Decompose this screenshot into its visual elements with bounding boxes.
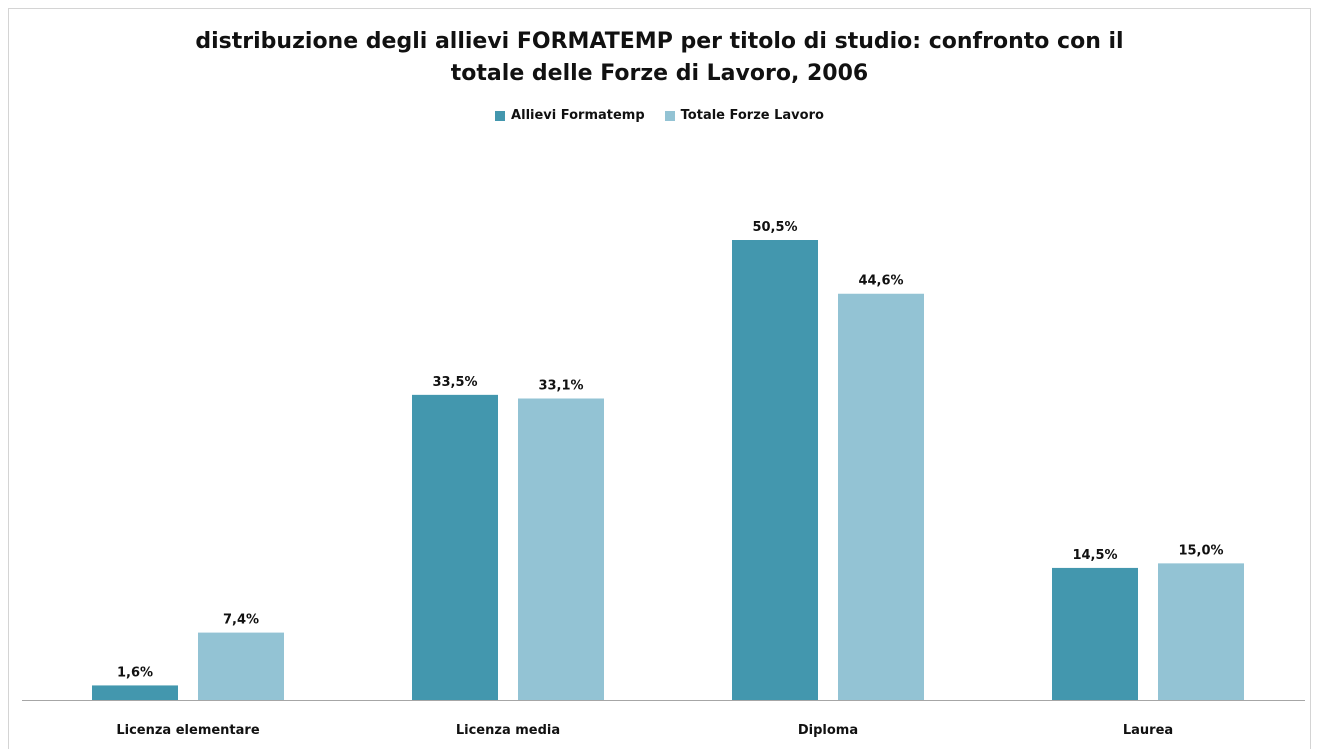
bar-allievi-2 — [732, 240, 818, 700]
bar-totale-2 — [838, 293, 924, 700]
data-label-totale-2: 44,6% — [858, 274, 903, 289]
legend-label-allievi: Allievi Formatemp — [511, 108, 645, 123]
data-label-totale-0: 7,4% — [223, 613, 259, 628]
data-label-totale-1: 33,1% — [538, 378, 583, 393]
legend-swatch-totale — [664, 110, 675, 121]
data-label-allievi-1: 33,5% — [432, 375, 477, 390]
bar-totale-0 — [198, 632, 284, 700]
legend-item-totale: Totale Forze Lavoro — [664, 108, 824, 123]
bar-allievi-3 — [1052, 567, 1138, 700]
x-tick-label-1: Licenza media — [456, 723, 560, 738]
chart-legend: Allievi Formatemp Totale Forze Lavoro — [0, 108, 1319, 123]
bar-totale-3 — [1158, 563, 1244, 700]
legend-swatch-allievi — [495, 110, 506, 121]
legend-item-allievi: Allievi Formatemp — [495, 108, 645, 123]
x-tick-label-0: Licenza elementare — [116, 723, 259, 738]
legend-label-totale: Totale Forze Lavoro — [680, 108, 824, 123]
data-label-allievi-3: 14,5% — [1072, 548, 1117, 563]
bar-allievi-1 — [412, 394, 498, 700]
data-label-allievi-0: 1,6% — [117, 665, 153, 680]
x-tick-label-2: Diploma — [798, 723, 858, 738]
bar-totale-1 — [518, 398, 604, 700]
chart-title-line-1: distribuzione degli allievi FORMATEMP pe… — [195, 29, 1124, 54]
data-label-allievi-2: 50,5% — [752, 220, 797, 235]
x-tick-label-3: Laurea — [1123, 723, 1173, 738]
chart-title-line-2: totale delle Forze di Lavoro, 2006 — [450, 61, 869, 86]
bar-allievi-0 — [92, 685, 178, 700]
data-label-totale-3: 15,0% — [1178, 543, 1223, 558]
chart-title: distribuzione degli allievi FORMATEMP pe… — [0, 26, 1319, 90]
